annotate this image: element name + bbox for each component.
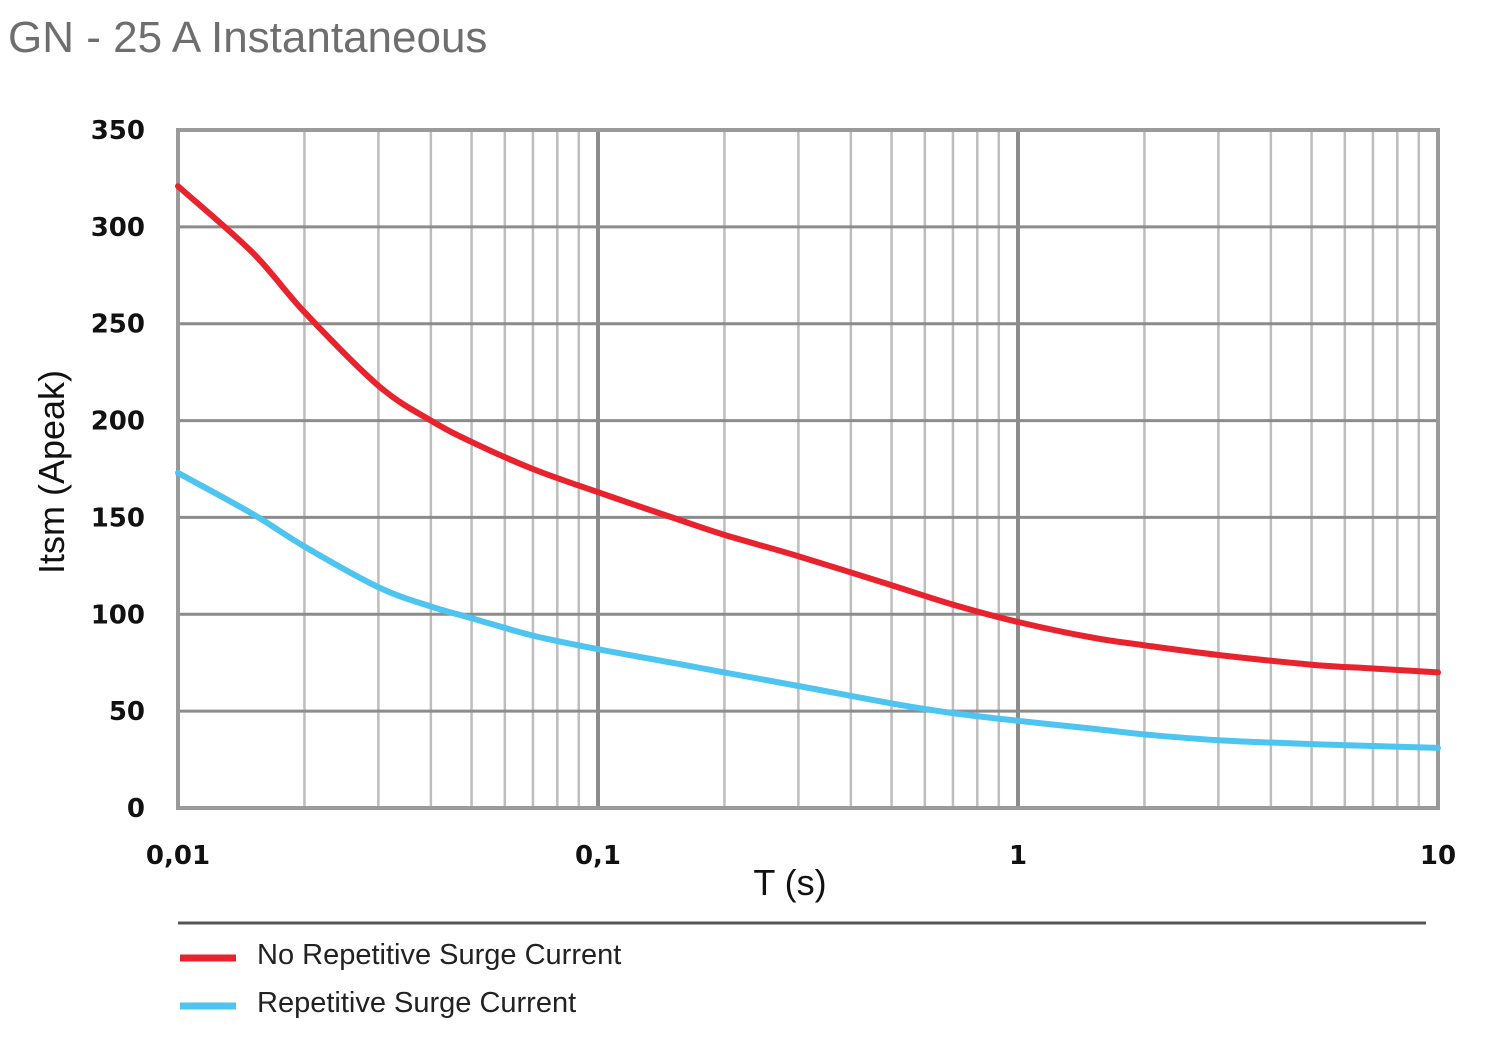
y-tick-label: 150 xyxy=(91,503,145,533)
series-line-no-repetitive xyxy=(175,183,1441,676)
y-tick-label: 0 xyxy=(127,794,145,824)
y-tick-label: 100 xyxy=(91,600,145,630)
legend-label-no-repetitive: No Repetitive Surge Current xyxy=(257,939,621,971)
x-tick-label: 0,01 xyxy=(146,841,210,871)
x-tick-label: 10 xyxy=(1420,841,1456,871)
y-axis-label: Itsm (Apeak) xyxy=(31,370,72,574)
series-line-repetitive xyxy=(175,469,1441,751)
y-tick-label: 350 xyxy=(91,116,145,146)
legend: No Repetitive Surge Current Repetitive S… xyxy=(180,939,621,1019)
y-tick-label: 200 xyxy=(91,407,145,437)
plot-frame xyxy=(176,128,1440,810)
chart-title: GN - 25 A Instantaneous xyxy=(8,13,487,62)
grid-lines xyxy=(176,128,1438,810)
y-tick-label: 50 xyxy=(109,697,145,727)
y-tick-label: 300 xyxy=(91,213,145,243)
x-axis-label: T (s) xyxy=(753,862,826,903)
x-tick-label: 0,1 xyxy=(575,841,621,871)
series-lines xyxy=(175,183,1441,751)
y-tick-label: 250 xyxy=(91,310,145,340)
legend-label-repetitive: Repetitive Surge Current xyxy=(257,987,576,1019)
x-tick-label: 1 xyxy=(1009,841,1027,871)
